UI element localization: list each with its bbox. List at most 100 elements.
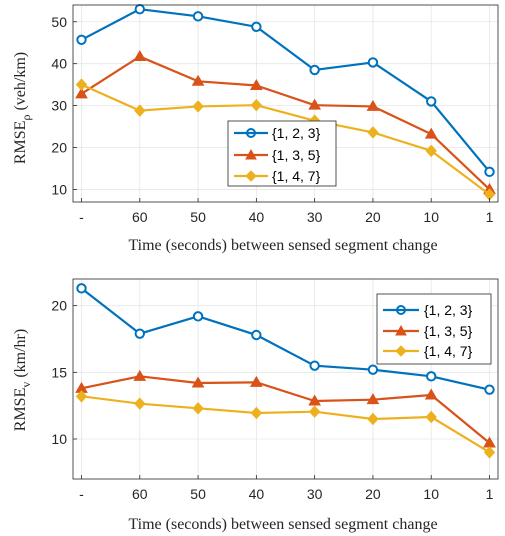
y-tick-label: 30 bbox=[51, 98, 67, 114]
data-point bbox=[192, 100, 204, 113]
data-point bbox=[192, 402, 204, 415]
data-point bbox=[134, 397, 146, 410]
data-point bbox=[308, 405, 321, 418]
x-tick-label: 50 bbox=[190, 209, 206, 225]
x-tick-label: 10 bbox=[423, 209, 439, 225]
y-tick-label: 20 bbox=[51, 140, 67, 156]
legend-marker bbox=[245, 148, 257, 160]
data-point bbox=[192, 311, 204, 322]
legend-box bbox=[376, 293, 492, 365]
data-point bbox=[250, 98, 263, 112]
axes-box bbox=[72, 4, 499, 203]
legend-entry: {1, 3, 5} bbox=[383, 323, 473, 339]
data-point bbox=[76, 34, 87, 45]
y-axis-label-unit: (veh/km) bbox=[12, 52, 29, 111]
data-point bbox=[424, 127, 438, 139]
data-point bbox=[75, 390, 88, 403]
data-point bbox=[75, 87, 88, 99]
y-tick-label: 10 bbox=[51, 181, 67, 197]
y-tick-label: 40 bbox=[51, 56, 67, 72]
data-point bbox=[251, 329, 262, 341]
legend-marker bbox=[245, 170, 257, 182]
data-point bbox=[134, 104, 146, 117]
y-axis-label-sub: ρ bbox=[19, 115, 33, 121]
data-point bbox=[133, 50, 147, 62]
ticks: - 60 50 40 30 20 10 1 10 15 20 bbox=[51, 298, 493, 502]
data-point bbox=[308, 394, 322, 406]
data-point bbox=[191, 376, 205, 388]
data-point bbox=[426, 96, 437, 107]
plot-area bbox=[75, 283, 496, 459]
data-point bbox=[133, 369, 147, 381]
data-point bbox=[76, 283, 87, 294]
data-point bbox=[366, 99, 380, 111]
y-axis-label-main: RMSE bbox=[12, 121, 29, 165]
data-point bbox=[308, 98, 322, 110]
legend-label: {1, 4, 7} bbox=[424, 343, 473, 359]
legend-marker bbox=[396, 305, 406, 315]
data-point bbox=[367, 57, 379, 68]
data-point bbox=[366, 393, 380, 405]
data-point bbox=[191, 74, 205, 86]
legend: {1, 2, 3} {1, 3, 5} {1, 4, 7} bbox=[376, 293, 492, 365]
legend: {1, 2, 3} {1, 3, 5} {1, 4, 7} bbox=[227, 120, 337, 187]
x-tick-label: - bbox=[79, 486, 84, 502]
data-point bbox=[134, 328, 145, 339]
legend-marker bbox=[395, 324, 407, 336]
y-tick-label: 50 bbox=[51, 14, 67, 30]
x-tick-label: 1 bbox=[486, 486, 494, 502]
data-point bbox=[367, 126, 379, 139]
axes-box bbox=[72, 278, 499, 480]
ticks: - 60 50 40 30 20 10 1 10 20 30 40 50 bbox=[51, 14, 493, 225]
legend-label: {1, 4, 7} bbox=[272, 168, 321, 184]
y-tick-label: 20 bbox=[51, 298, 67, 314]
legend-entry: {1, 2, 3} bbox=[234, 125, 321, 141]
legend-label: {1, 2, 3} bbox=[424, 302, 473, 318]
chart-rmse-density: - 60 50 40 30 20 10 1 10 20 30 40 50 Time (seconds) … bbox=[12, 3, 499, 254]
legend-entry: {1, 2, 3} bbox=[383, 302, 473, 318]
data-point bbox=[251, 21, 262, 32]
series-line bbox=[80, 8, 491, 173]
y-axis-label-unit: (km/hr) bbox=[12, 329, 29, 378]
data-point bbox=[424, 388, 438, 400]
y-tick-label: 15 bbox=[51, 364, 67, 380]
series-line bbox=[80, 55, 491, 191]
y-axis-label-main: RMSE bbox=[12, 388, 29, 432]
legend-label: {1, 2, 3} bbox=[272, 125, 321, 141]
x-tick-label: 30 bbox=[307, 209, 323, 225]
data-point bbox=[484, 166, 495, 178]
data-point bbox=[484, 384, 495, 395]
data-point bbox=[309, 360, 320, 371]
data-point bbox=[425, 144, 437, 158]
legend-label: {1, 3, 5} bbox=[272, 147, 321, 163]
data-point bbox=[75, 78, 88, 91]
x-axis-label: Time (seconds) between sensed segment ch… bbox=[128, 237, 437, 254]
plot-area bbox=[75, 3, 496, 201]
x-axis-label: Time (seconds) between sensed segment ch… bbox=[128, 516, 437, 533]
x-tick-label: 20 bbox=[365, 486, 381, 502]
series-line bbox=[81, 83, 491, 196]
x-tick-label: 60 bbox=[132, 486, 148, 502]
data-point bbox=[367, 364, 379, 375]
legend-entry: {1, 3, 5} bbox=[234, 147, 321, 163]
y-axis-label: RMSEv (km/hr) bbox=[12, 329, 33, 431]
data-point bbox=[192, 11, 204, 22]
y-tick-label: 10 bbox=[51, 431, 67, 447]
series-line bbox=[81, 375, 491, 444]
x-tick-label: 60 bbox=[132, 209, 148, 225]
x-tick-label: 50 bbox=[190, 486, 206, 502]
series-line bbox=[80, 287, 490, 391]
data-point bbox=[425, 410, 437, 424]
data-point bbox=[134, 3, 145, 15]
x-tick-label: 1 bbox=[486, 209, 494, 225]
series-line bbox=[81, 395, 491, 454]
x-tick-label: - bbox=[79, 209, 84, 225]
y-axis-label: RMSEρ (veh/km) bbox=[12, 52, 33, 164]
chart-rmse-speed: - 60 50 40 30 20 10 1 10 15 20 Time (seconds) betw… bbox=[12, 278, 499, 533]
x-tick-label: 30 bbox=[307, 486, 323, 502]
x-tick-label: 10 bbox=[423, 486, 439, 502]
legend-marker bbox=[395, 345, 407, 357]
legend-label: {1, 3, 5} bbox=[424, 323, 473, 339]
data-point bbox=[309, 64, 320, 76]
legend-entry: {1, 4, 7} bbox=[234, 168, 321, 184]
